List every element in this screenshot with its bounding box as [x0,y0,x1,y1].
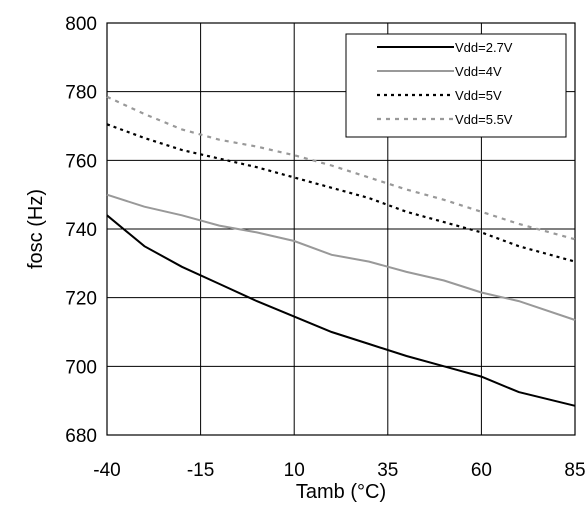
x-tick-labels: -40 -15 10 35 60 85 [93,460,585,481]
series-line-2 [106,193,576,321]
x-tick-label: 35 [377,460,398,481]
legend-label: Vdd=2.7V [455,40,513,55]
y-tick-label: 800 [65,14,97,35]
x-tick-label: -40 [93,460,120,481]
x-tick-label: 60 [471,460,492,481]
y-tick-label: 760 [65,151,97,172]
x-axis-title: Tamb (°C) [296,481,386,503]
x-tick-label: 85 [564,460,585,481]
series-line-3 [106,123,576,263]
y-tick-label: 680 [65,426,97,447]
legend: Vdd=2.7V Vdd=4V Vdd=5V Vdd=5.5V [345,33,567,138]
x-tick-label: -15 [187,460,214,481]
x-tick-label: 10 [284,460,305,481]
legend-label: Vdd=5V [455,88,502,103]
y-tick-label: 740 [65,220,97,241]
y-tick-labels: 680 700 720 740 760 780 800 [65,14,97,447]
legend-label: Vdd=5.5V [455,112,513,127]
y-tick-label: 720 [65,289,97,310]
y-axis-title: fosc (Hz) [25,189,47,269]
series-line-4 [106,95,576,241]
series-line-1 [106,214,576,407]
legend-box [345,33,567,138]
series-lines [106,95,576,407]
y-tick-label: 780 [65,83,97,104]
y-tick-label: 700 [65,357,97,378]
legend-label: Vdd=4V [455,64,502,79]
